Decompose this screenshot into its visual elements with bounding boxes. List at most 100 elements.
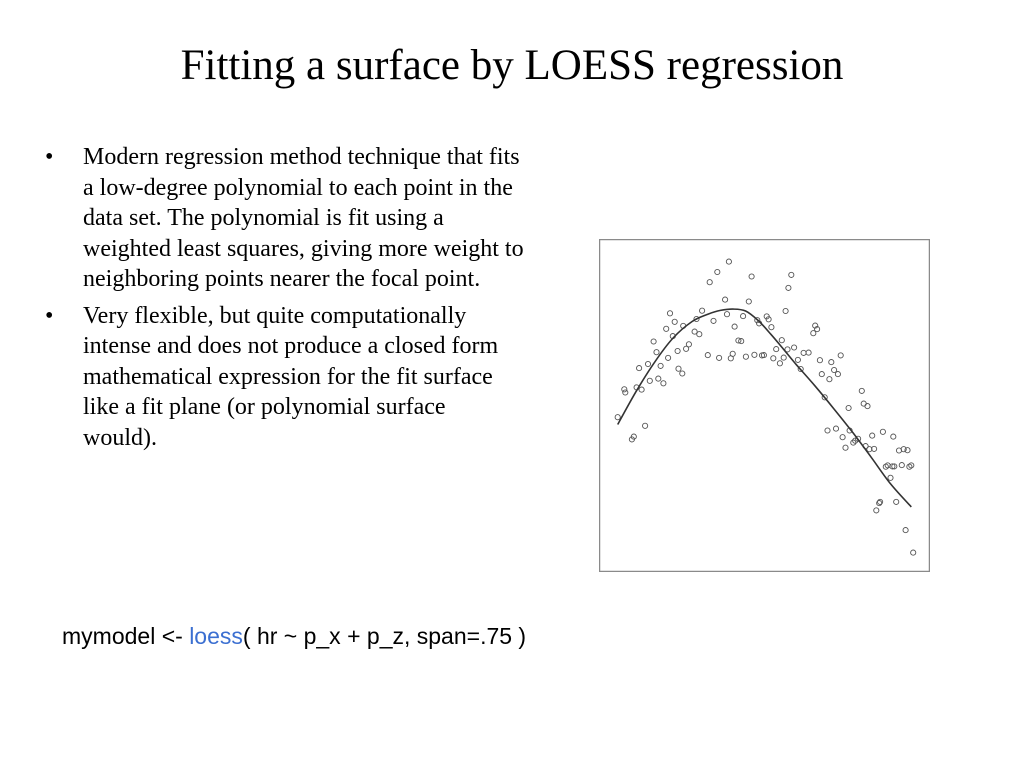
data-point — [780, 354, 787, 361]
data-point — [706, 279, 713, 286]
data-point — [810, 330, 817, 337]
data-point — [821, 394, 828, 401]
data-point — [696, 331, 703, 338]
data-point — [655, 375, 662, 382]
data-point — [816, 357, 823, 364]
plot-frame — [598, 238, 931, 573]
code-prefix: mymodel <- — [62, 623, 190, 649]
data-point — [782, 307, 789, 315]
data-point — [738, 338, 745, 345]
data-point — [887, 474, 894, 481]
data-point — [828, 359, 835, 366]
data-point — [877, 498, 884, 505]
data-point — [873, 507, 880, 514]
data-point — [794, 356, 801, 363]
data-point — [621, 386, 628, 393]
data-point — [671, 318, 678, 325]
bullet-marker: • — [45, 144, 54, 170]
bullet-item: • Modern regression method technique tha… — [45, 142, 525, 295]
code-arguments: ( hr ~ p_x + p_z, span=.75 ) — [242, 623, 527, 649]
data-point — [876, 500, 883, 507]
data-point — [691, 328, 698, 335]
data-point — [699, 307, 706, 314]
data-point — [805, 349, 812, 356]
data-point — [644, 360, 652, 368]
data-point — [704, 352, 711, 359]
data-point — [642, 422, 649, 429]
data-point — [842, 444, 849, 451]
data-point — [788, 271, 795, 278]
slide-title: Fitting a surface by LOESS regression — [180, 42, 844, 89]
data-point — [908, 462, 915, 469]
data-point — [871, 445, 878, 452]
data-point — [674, 347, 681, 355]
data-point — [653, 349, 660, 356]
data-point — [776, 360, 783, 367]
data-point — [638, 386, 645, 393]
data-point — [729, 350, 736, 357]
data-point — [814, 326, 821, 333]
data-point — [866, 446, 873, 453]
bullet-text: Very flexible, but quite computationally… — [83, 302, 499, 451]
data-point — [831, 366, 838, 374]
data-point — [675, 365, 682, 372]
data-point — [845, 404, 852, 412]
data-point — [683, 345, 690, 352]
data-point — [770, 355, 777, 362]
data-point — [714, 268, 721, 276]
data-point — [818, 371, 825, 378]
data-point — [826, 376, 833, 383]
data-point — [722, 296, 729, 303]
data-point — [650, 338, 657, 345]
data-point — [890, 433, 897, 440]
data-point — [710, 317, 717, 324]
data-point — [837, 352, 844, 359]
data-point — [636, 365, 643, 372]
data-point — [614, 414, 621, 421]
data-point — [693, 315, 700, 323]
bullet-list: • Modern regression method technique tha… — [45, 142, 525, 459]
loess-fit-curve — [616, 308, 912, 508]
data-point — [824, 427, 831, 434]
scatter-plot-svg — [598, 238, 931, 573]
data-point — [785, 284, 792, 291]
data-point — [778, 337, 785, 344]
data-point — [791, 344, 798, 351]
data-point — [768, 324, 775, 331]
data-point — [893, 498, 900, 505]
data-point — [735, 337, 742, 344]
data-point — [754, 317, 761, 324]
data-point — [773, 346, 780, 353]
data-point — [657, 362, 664, 369]
data-point — [879, 428, 886, 435]
data-point — [725, 258, 732, 265]
data-point — [665, 354, 672, 361]
data-point — [622, 389, 629, 396]
data-point — [858, 387, 865, 394]
data-point — [902, 527, 909, 534]
bullet-marker: • — [45, 302, 54, 329]
data-point — [731, 323, 738, 330]
data-point — [855, 435, 862, 442]
data-point — [765, 316, 772, 323]
loess-scatter-plot — [598, 238, 931, 573]
bullet-text: Modern regression method technique that … — [83, 144, 524, 292]
data-point — [630, 433, 637, 440]
data-point — [751, 351, 758, 358]
data-point — [716, 354, 723, 361]
data-point — [646, 377, 653, 384]
data-point — [898, 462, 905, 469]
data-point — [685, 341, 692, 348]
data-point — [742, 353, 749, 360]
data-point — [679, 370, 686, 377]
data-point — [663, 325, 670, 332]
r-code-line: mymodel <- loess( hr ~ p_x + p_z, span=.… — [62, 620, 526, 652]
data-point — [869, 432, 876, 439]
data-point — [839, 434, 846, 441]
data-point — [666, 310, 674, 317]
data-point — [740, 313, 747, 320]
data-point — [834, 371, 841, 378]
data-point — [760, 352, 767, 359]
data-points — [614, 258, 917, 556]
data-point — [850, 439, 857, 446]
